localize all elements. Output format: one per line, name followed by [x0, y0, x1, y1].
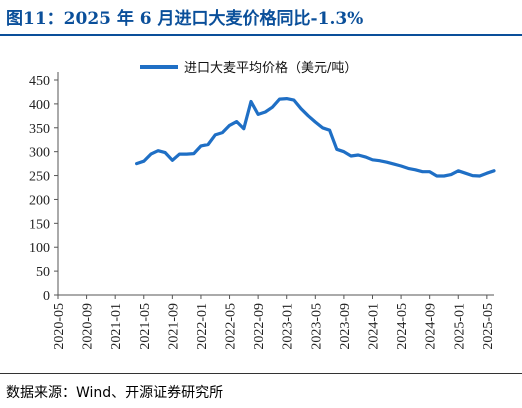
y-tick-label: 0	[43, 289, 50, 304]
data-point	[485, 172, 489, 175]
data-point	[478, 174, 481, 178]
x-tick-label: 2025-05	[481, 303, 496, 350]
data-point	[149, 152, 153, 156]
data-point	[385, 161, 388, 164]
data-point	[278, 97, 281, 101]
data-point	[357, 153, 360, 157]
data-point	[407, 167, 410, 170]
data-point	[228, 124, 231, 127]
y-tick-label: 450	[29, 74, 50, 89]
series-line	[135, 96, 496, 178]
x-tick-label: 2022-05	[224, 303, 239, 350]
data-point	[414, 168, 417, 171]
data-point	[449, 173, 453, 176]
y-tick-label: 50	[36, 265, 50, 280]
x-tick-label: 2021-05	[138, 303, 153, 350]
data-point	[192, 152, 195, 155]
data-point	[185, 152, 188, 156]
data-point	[249, 100, 253, 103]
axes	[57, 72, 494, 296]
x-tick-label: 2021-01	[109, 303, 124, 350]
data-point	[156, 149, 160, 152]
data-point	[399, 164, 403, 168]
data-point	[299, 107, 303, 110]
data-point	[321, 126, 324, 129]
y-tick-label: 150	[29, 217, 50, 232]
data-point	[428, 170, 431, 173]
x-tick-label: 2022-01	[195, 303, 210, 350]
y-axis-ticks: 0 50 100 150 200 250 300 350 400 450	[29, 74, 58, 304]
figure-title: 图11：2025 年 6 月进口大麦价格同比-1.3%	[6, 9, 364, 29]
x-tick-label: 2020-09	[81, 303, 96, 350]
data-point	[435, 174, 438, 178]
data-point	[256, 113, 260, 116]
data-point	[371, 158, 374, 161]
data-point	[135, 162, 138, 165]
data-point	[364, 155, 367, 159]
data-point	[342, 150, 346, 153]
source-rule	[0, 373, 522, 374]
data-point	[171, 159, 174, 162]
data-point	[349, 154, 353, 158]
y-tick-label: 100	[29, 241, 50, 256]
y-tick-label: 400	[29, 98, 50, 113]
data-point	[335, 148, 338, 151]
data-point	[292, 98, 296, 102]
data-point	[221, 131, 224, 134]
data-point	[235, 120, 238, 123]
x-tick-label: 2023-09	[338, 303, 353, 350]
x-tick-label: 2021-09	[166, 303, 181, 350]
x-tick-label: 2023-05	[309, 303, 324, 350]
data-point	[242, 127, 245, 130]
y-tick-label: 250	[29, 170, 50, 185]
data-point	[471, 174, 474, 177]
x-tick-label: 2020-05	[52, 303, 67, 350]
data-point	[442, 174, 446, 178]
data-point	[464, 172, 467, 175]
data-point	[164, 151, 167, 154]
source-note: 数据来源：Wind、开源证券研究所	[6, 385, 224, 401]
x-tick-label: 2024-05	[395, 303, 410, 350]
data-point	[214, 133, 217, 137]
legend-label: 进口大麦平均价格（美元/吨）	[184, 60, 357, 76]
x-axis-ticks: 2020-05 2020-09 2021-01 2021-05 2021-09 2022-…	[52, 295, 496, 350]
y-tick-label: 350	[29, 122, 50, 137]
x-tick-label: 2024-01	[366, 303, 381, 350]
y-tick-label: 200	[29, 193, 50, 208]
data-point	[264, 110, 267, 114]
data-point	[457, 169, 460, 172]
x-tick-label: 2025-01	[452, 303, 467, 350]
data-point	[492, 169, 496, 172]
data-point	[142, 160, 145, 163]
data-point	[285, 97, 288, 100]
data-point	[378, 159, 381, 162]
data-point	[314, 120, 317, 124]
data-point	[178, 152, 181, 156]
legend: 进口大麦平均价格（美元/吨）	[140, 60, 357, 76]
data-point	[206, 143, 210, 146]
x-tick-label: 2024-09	[424, 303, 439, 350]
data-point	[271, 106, 274, 109]
title-underline	[0, 34, 522, 36]
x-tick-label: 2023-01	[281, 303, 296, 350]
series-group	[135, 96, 496, 178]
data-point	[199, 144, 203, 148]
data-point	[328, 129, 331, 132]
data-point	[392, 162, 396, 166]
data-point	[421, 170, 424, 173]
data-point	[307, 114, 310, 118]
x-tick-label: 2022-09	[252, 303, 267, 350]
y-tick-label: 300	[29, 146, 50, 161]
